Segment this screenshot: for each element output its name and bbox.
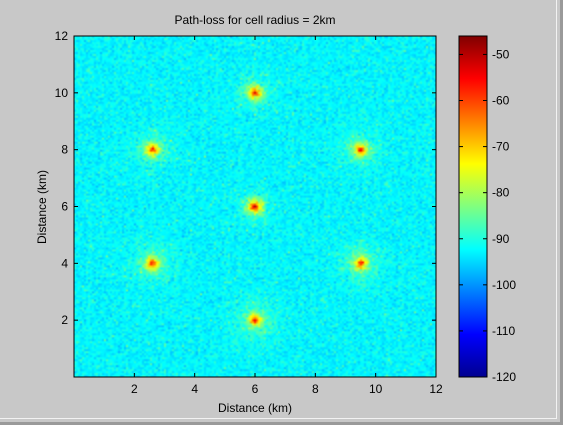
pathloss-heatmap	[74, 36, 436, 377]
colorbar-tick-label: -50	[492, 47, 510, 61]
figure-canvas: Path-loss for cell radius = 2km 2 4 6 8 10 12…	[35, 13, 516, 415]
y-tick-label: 4	[61, 256, 68, 270]
x-tick-label: 6	[252, 382, 259, 396]
y-tick-label: 8	[61, 143, 68, 157]
colorbar-tick-label: -90	[492, 232, 510, 246]
colorbar-tick-label: -100	[492, 278, 516, 292]
colorbar-ticks: -50 -60 -70 -80 -90 -100 -110 -120	[459, 47, 516, 384]
colorbar-tick-label: -120	[492, 370, 516, 384]
x-tick-label: 10	[369, 382, 383, 396]
plot-area: 2 4 6 8 10 12 2 4 6 8 10 12	[55, 29, 443, 396]
y-axis-label: Distance (km)	[35, 170, 49, 244]
y-tick-label: 10	[55, 86, 69, 100]
y-tick-label: 2	[61, 313, 68, 327]
x-tick-label: 12	[429, 382, 443, 396]
x-tick-label: 2	[131, 382, 138, 396]
x-axis: 2 4 6 8 10 12	[131, 36, 443, 396]
y-axis: 2 4 6 8 10 12	[55, 29, 436, 327]
colorbar-tick-label: -110	[492, 324, 515, 338]
colorbar-tick-label: -70	[492, 140, 510, 154]
y-tick-label: 12	[55, 29, 69, 43]
x-tick-label: 8	[312, 382, 319, 396]
window-edge-right	[556, 0, 557, 418]
x-axis-label: Distance (km)	[218, 401, 292, 415]
y-tick-label: 6	[61, 200, 68, 214]
colorbar-gradient	[458, 35, 488, 378]
chart-title: Path-loss for cell radius = 2km	[174, 13, 335, 27]
x-tick-label: 4	[191, 382, 198, 396]
colorbar-tick-label: -80	[492, 186, 510, 200]
window-edge-bottom	[0, 418, 557, 419]
colorbar-tick-label: -60	[492, 94, 510, 108]
colorbar: -50 -60 -70 -80 -90 -100 -110 -120	[458, 35, 516, 384]
